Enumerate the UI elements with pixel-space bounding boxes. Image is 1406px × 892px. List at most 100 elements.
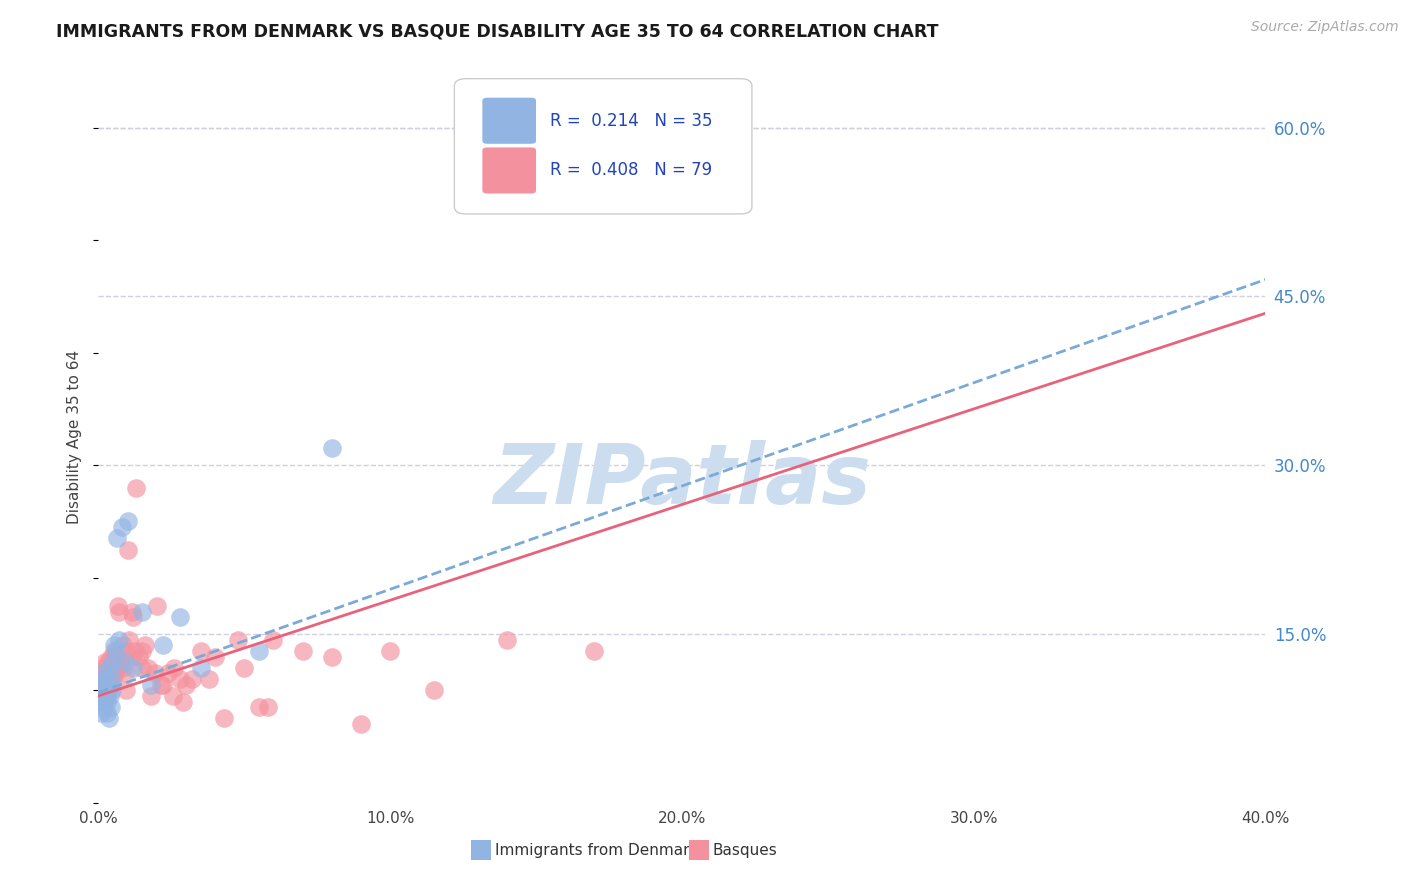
Point <box>91 672 114 686</box>
Point <box>101 672 124 686</box>
Point <box>101 655 124 669</box>
Point <box>94 678 117 692</box>
Point <box>247 644 270 658</box>
Point <box>93 666 115 681</box>
Point <box>262 632 284 647</box>
Text: Immigrants from Denmark: Immigrants from Denmark <box>495 843 699 857</box>
Point <box>350 717 373 731</box>
Point <box>423 683 446 698</box>
Point <box>107 599 129 613</box>
Point <box>93 700 115 714</box>
Point <box>172 694 194 708</box>
Point <box>115 644 138 658</box>
Bar <box>471 840 491 860</box>
Point <box>90 672 112 686</box>
FancyBboxPatch shape <box>454 78 752 214</box>
Point <box>136 661 159 675</box>
Point <box>180 672 202 686</box>
Point <box>98 661 121 675</box>
Point <box>321 442 343 456</box>
Point <box>97 655 120 669</box>
Point <box>111 520 134 534</box>
Point <box>100 678 122 692</box>
Point <box>212 711 235 725</box>
Point <box>117 542 139 557</box>
Point <box>97 678 120 692</box>
Point <box>714 177 737 191</box>
Point <box>204 649 226 664</box>
Point <box>120 649 142 664</box>
Point <box>101 655 124 669</box>
Point <box>163 661 186 675</box>
Point <box>91 689 114 703</box>
Point <box>97 683 120 698</box>
Point <box>98 661 121 675</box>
Point <box>143 666 166 681</box>
FancyBboxPatch shape <box>482 147 536 194</box>
Point <box>94 672 117 686</box>
Point <box>115 683 138 698</box>
Point <box>101 683 124 698</box>
Point <box>103 644 125 658</box>
Point <box>162 689 184 703</box>
Point <box>96 672 118 686</box>
Point <box>97 666 120 681</box>
Point <box>90 706 112 720</box>
Text: ZIPatlas: ZIPatlas <box>494 441 870 522</box>
Point <box>89 689 111 703</box>
Point <box>103 661 125 675</box>
Point <box>100 672 122 686</box>
Point <box>93 661 115 675</box>
Point <box>125 481 148 495</box>
Point <box>93 689 115 703</box>
Point <box>117 515 139 529</box>
Point <box>256 700 278 714</box>
Point <box>118 632 141 647</box>
FancyBboxPatch shape <box>482 98 536 144</box>
Point <box>89 683 111 698</box>
Point <box>100 649 122 664</box>
Point <box>94 655 117 669</box>
Point <box>108 632 131 647</box>
Point <box>96 689 118 703</box>
Point <box>114 655 136 669</box>
Point <box>104 644 127 658</box>
Text: IMMIGRANTS FROM DENMARK VS BASQUE DISABILITY AGE 35 TO 64 CORRELATION CHART: IMMIGRANTS FROM DENMARK VS BASQUE DISABI… <box>56 22 939 40</box>
Point <box>98 689 121 703</box>
Point <box>157 666 180 681</box>
Text: R =  0.408   N = 79: R = 0.408 N = 79 <box>550 161 713 179</box>
Point <box>139 678 162 692</box>
Point <box>378 644 402 658</box>
Point <box>291 644 314 658</box>
Point <box>90 694 112 708</box>
Point <box>321 649 343 664</box>
Text: R =  0.214   N = 35: R = 0.214 N = 35 <box>550 112 713 129</box>
Point <box>90 683 112 698</box>
Point <box>108 605 131 619</box>
Point <box>233 661 256 675</box>
Point <box>152 638 174 652</box>
Text: Basques: Basques <box>713 843 778 857</box>
Point <box>94 689 117 703</box>
Point <box>90 666 112 681</box>
Bar <box>689 840 709 860</box>
Point <box>128 649 150 664</box>
Point <box>94 683 117 698</box>
Point <box>112 638 135 652</box>
Point <box>150 678 173 692</box>
Point <box>247 700 270 714</box>
Point <box>101 666 124 681</box>
Point <box>495 632 517 647</box>
Point <box>103 638 125 652</box>
Point <box>124 644 146 658</box>
Point <box>96 706 118 720</box>
Point <box>110 655 132 669</box>
Point <box>169 672 191 686</box>
Point <box>91 678 114 692</box>
Point <box>131 661 153 675</box>
Point <box>190 644 212 658</box>
Point <box>104 649 127 664</box>
Point <box>198 672 221 686</box>
Point <box>146 599 169 613</box>
Point <box>97 711 120 725</box>
